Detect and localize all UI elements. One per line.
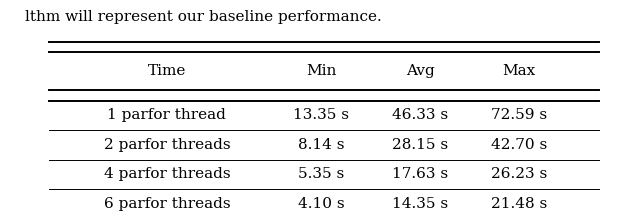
Text: Min: Min	[306, 64, 337, 78]
Text: 46.33 s: 46.33 s	[392, 109, 448, 123]
Text: 4 parfor threads: 4 parfor threads	[104, 167, 230, 181]
Text: 14.35 s: 14.35 s	[392, 197, 448, 211]
Text: 4.10 s: 4.10 s	[298, 197, 345, 211]
Text: 5.35 s: 5.35 s	[298, 167, 344, 181]
Text: 28.15 s: 28.15 s	[392, 138, 448, 152]
Text: 26.23 s: 26.23 s	[491, 167, 548, 181]
Text: Time: Time	[148, 64, 186, 78]
Text: 6 parfor threads: 6 parfor threads	[104, 197, 230, 211]
Text: Avg: Avg	[406, 64, 434, 78]
Text: 2 parfor threads: 2 parfor threads	[104, 138, 230, 152]
Text: 21.48 s: 21.48 s	[491, 197, 548, 211]
Text: Max: Max	[502, 64, 536, 78]
Text: 8.14 s: 8.14 s	[298, 138, 345, 152]
Text: 72.59 s: 72.59 s	[491, 109, 547, 123]
Text: 13.35 s: 13.35 s	[294, 109, 349, 123]
Text: 17.63 s: 17.63 s	[392, 167, 448, 181]
Text: 42.70 s: 42.70 s	[491, 138, 548, 152]
Text: 1 parfor thread: 1 parfor thread	[108, 109, 226, 123]
Text: lthm will represent our baseline performance.: lthm will represent our baseline perform…	[25, 10, 381, 24]
